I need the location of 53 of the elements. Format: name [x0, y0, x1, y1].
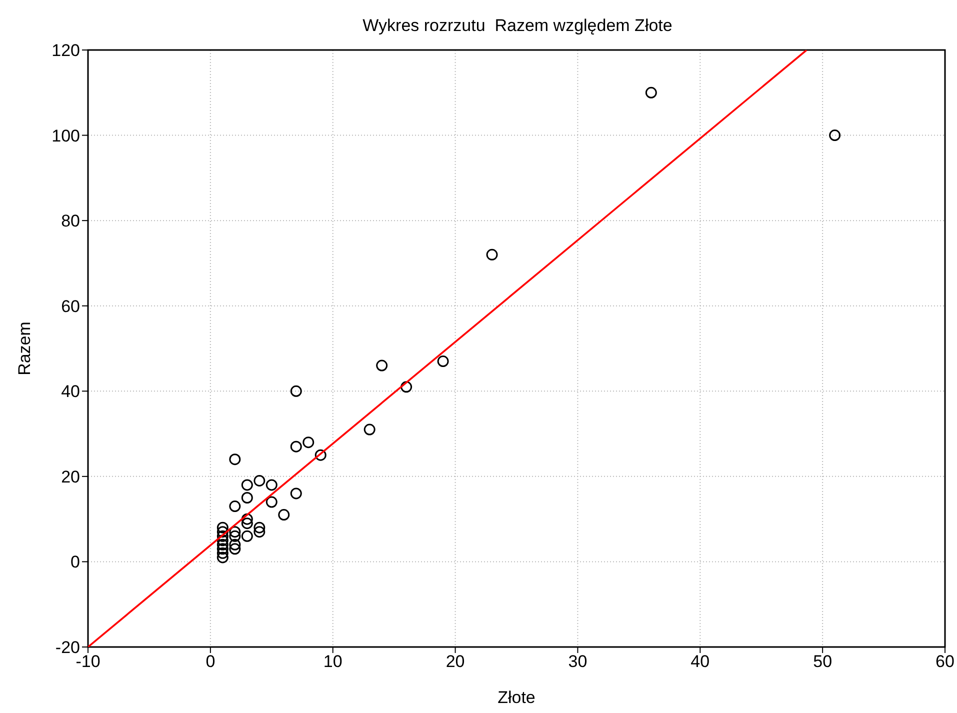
x-tick-label: 10 — [323, 652, 342, 672]
point — [254, 526, 266, 538]
point — [216, 543, 228, 555]
point — [376, 360, 388, 372]
x-tick-label: 0 — [206, 652, 216, 672]
point — [229, 530, 241, 542]
y-tick-label: 0 — [70, 552, 80, 572]
point — [216, 538, 228, 550]
y-tick-label: 20 — [61, 467, 80, 486]
x-tick-label: 30 — [568, 652, 588, 672]
point — [216, 530, 228, 542]
x-tick-label: 50 — [813, 652, 832, 672]
point — [229, 543, 241, 555]
point — [266, 496, 278, 508]
y-tick-label: 80 — [61, 212, 80, 231]
chart-title: Wykres rozrzutu Razem względem Złote — [362, 16, 674, 36]
y-axis-title: Razem — [15, 322, 34, 376]
point — [241, 530, 253, 542]
point — [290, 488, 302, 500]
point — [241, 492, 253, 504]
point — [314, 449, 326, 461]
point — [216, 547, 228, 559]
x-tick-label: 40 — [690, 652, 710, 672]
point — [290, 440, 302, 452]
point — [266, 479, 278, 491]
point — [229, 526, 241, 538]
point — [829, 130, 841, 142]
point — [241, 513, 253, 525]
point — [290, 385, 302, 397]
point — [216, 552, 228, 564]
point — [400, 381, 412, 393]
x-tick-label: 20 — [446, 652, 465, 672]
point — [229, 538, 241, 550]
y-tick-label: 60 — [61, 296, 80, 316]
point — [241, 479, 253, 491]
point — [216, 526, 228, 538]
point — [254, 522, 266, 534]
point — [278, 509, 290, 521]
x-axis-title: Złote — [498, 688, 536, 708]
y-tick-label: 40 — [61, 382, 80, 402]
point — [229, 454, 241, 466]
point — [437, 356, 449, 368]
y-tick-label: 100 — [52, 126, 80, 146]
point — [645, 86, 657, 98]
point — [241, 518, 253, 530]
point — [486, 248, 498, 260]
point — [216, 522, 228, 534]
point — [302, 436, 314, 448]
x-tick-label: 60 — [936, 652, 954, 672]
y-tick-label: 120 — [52, 41, 80, 60]
point — [254, 474, 266, 486]
point — [364, 424, 376, 436]
point — [229, 500, 241, 512]
